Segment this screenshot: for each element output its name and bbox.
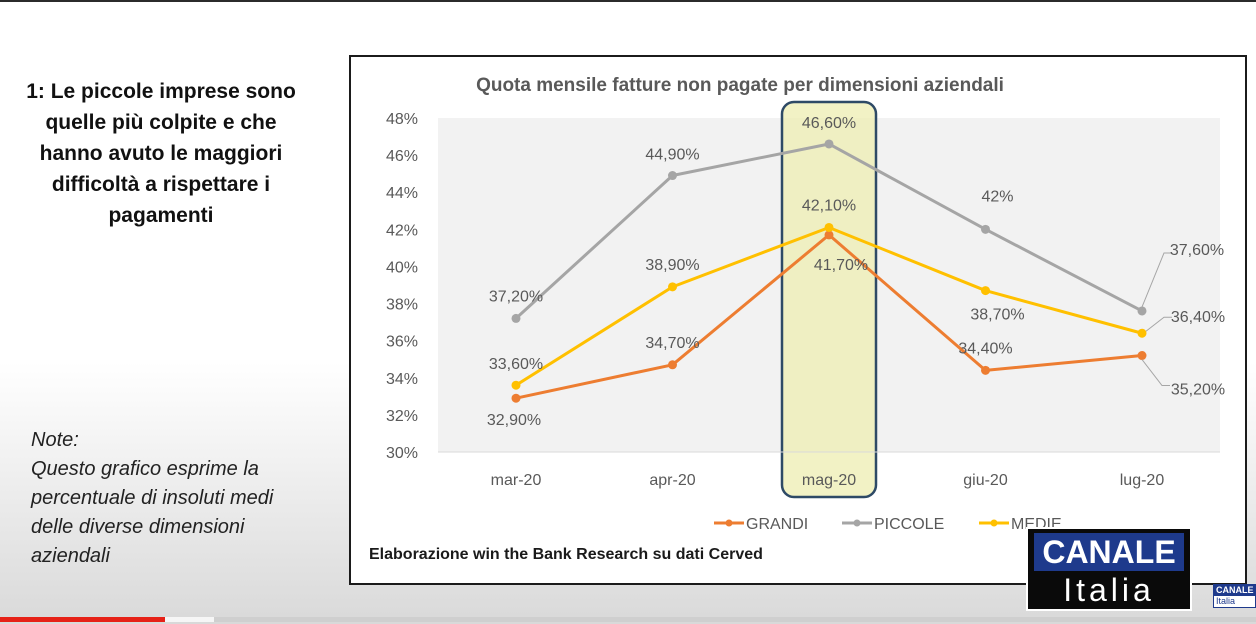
data-point-grandi xyxy=(668,360,677,370)
y-tick-label: 44% xyxy=(386,185,418,202)
x-tick-label: lug-20 xyxy=(1120,472,1165,489)
data-label-medie: 42,10% xyxy=(802,197,856,214)
data-label-piccole: 42% xyxy=(981,188,1013,205)
data-label-grandi: 35,20% xyxy=(1171,382,1225,399)
line-chart: Quota mensile fatture non pagate per dim… xyxy=(386,75,1225,533)
y-tick-label: 48% xyxy=(386,111,418,128)
data-point-medie xyxy=(511,380,521,390)
y-tick-label: 38% xyxy=(386,297,418,314)
y-tick-label: 32% xyxy=(386,408,418,425)
y-tick-label: 30% xyxy=(386,445,418,462)
note-block: Note: Questo grafico esprime la percentu… xyxy=(31,426,321,571)
data-label-grandi: 34,40% xyxy=(958,340,1012,357)
legend-marker-piccole xyxy=(853,519,861,527)
label-leader-line xyxy=(1141,359,1170,387)
data-point-medie xyxy=(1137,328,1147,338)
data-label-medie: 36,40% xyxy=(1171,309,1225,326)
top-rule xyxy=(0,0,1256,2)
channel-logo: CANALE Italia xyxy=(1026,527,1192,611)
legend-label-grandi: GRANDI xyxy=(746,516,808,533)
data-label-grandi: 32,90% xyxy=(487,412,541,429)
data-point-piccole xyxy=(511,313,521,323)
data-label-medie: 33,60% xyxy=(489,356,543,373)
data-label-piccole: 37,60% xyxy=(1170,242,1224,259)
data-label-piccole: 37,20% xyxy=(489,288,543,305)
data-point-piccole xyxy=(824,139,834,149)
y-tick-label: 34% xyxy=(386,371,418,388)
logo-mini-top-text: CANALE xyxy=(1214,585,1255,596)
data-label-piccole: 44,90% xyxy=(645,147,699,164)
label-leader-line xyxy=(1141,252,1172,308)
slide-headline: 1: Le piccole imprese sono quelle più co… xyxy=(26,80,296,227)
x-tick-label: mag-20 xyxy=(802,472,856,489)
label-leader-line xyxy=(1145,316,1172,332)
data-label-medie: 38,90% xyxy=(645,257,699,274)
data-point-grandi xyxy=(1137,351,1147,361)
data-point-medie xyxy=(668,282,677,292)
legend-marker-grandi xyxy=(725,519,733,527)
chart-title: Quota mensile fatture non pagate per dim… xyxy=(476,75,1004,96)
note-text: Questo grafico esprime la percentuale di… xyxy=(31,458,274,567)
logo-bottom-text: Italia xyxy=(1063,572,1155,608)
y-tick-label: 36% xyxy=(386,334,418,351)
data-point-grandi xyxy=(511,393,521,403)
data-point-grandi xyxy=(824,230,834,240)
source-caption: Elaborazione win the Bank Research su da… xyxy=(369,546,763,563)
data-point-piccole xyxy=(668,171,677,181)
channel-logo-mini: CANALE Italia xyxy=(1213,584,1256,608)
y-tick-label: 42% xyxy=(386,222,418,239)
data-point-grandi xyxy=(981,365,990,375)
data-label-grandi: 34,70% xyxy=(645,335,699,352)
data-label-medie: 38,70% xyxy=(970,307,1024,324)
data-label-piccole: 46,60% xyxy=(802,115,856,132)
y-tick-label: 46% xyxy=(386,148,418,165)
x-tick-label: apr-20 xyxy=(649,472,695,489)
data-point-medie xyxy=(981,286,990,296)
data-point-piccole xyxy=(1137,306,1147,316)
video-progress-played xyxy=(0,617,165,622)
video-progress-bar[interactable] xyxy=(0,617,1256,622)
x-tick-label: mar-20 xyxy=(491,472,542,489)
logo-mini-bottom-text: Italia xyxy=(1216,596,1236,606)
logo-top-text: CANALE xyxy=(1034,533,1184,571)
legend-label-piccole: PICCOLE xyxy=(874,516,944,533)
x-tick-label: giu-20 xyxy=(963,472,1008,489)
highlight-box-mag-20 xyxy=(780,100,878,499)
legend-marker-medie xyxy=(990,519,998,527)
data-point-medie xyxy=(824,222,834,232)
data-label-grandi: 41,70% xyxy=(814,257,868,274)
note-title: Note: xyxy=(31,429,79,451)
data-point-piccole xyxy=(981,224,990,234)
y-tick-label: 40% xyxy=(386,259,418,276)
